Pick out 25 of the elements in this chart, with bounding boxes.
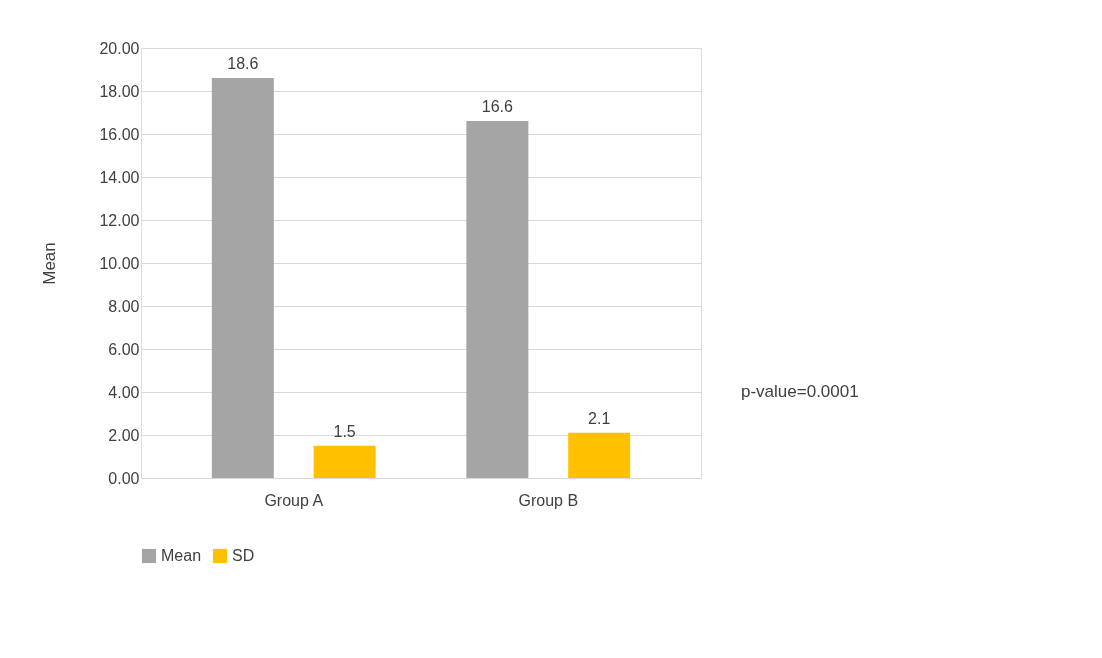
text: p-value=0.0001 — [741, 382, 859, 401]
y-tick-label: 20.00 — [99, 39, 140, 57]
legend-label: SD — [232, 547, 255, 564]
data-label: 16.6 — [481, 98, 514, 116]
data-label: 2.1 — [588, 409, 611, 427]
bar — [211, 78, 274, 478]
y-tick-label: 6.00 — [108, 340, 140, 358]
y-tick-label: 8.00 — [108, 297, 140, 315]
legend-label: Mean — [161, 547, 202, 564]
x-tick-label: Group A — [264, 491, 324, 509]
y-tick-label: 2.00 — [108, 426, 140, 444]
y-tick-label: 14.00 — [99, 168, 140, 186]
data-label: 1.5 — [333, 422, 356, 440]
y-tick-label: 4.00 — [108, 383, 140, 401]
data-label: 18.6 — [227, 55, 259, 73]
y-tick-label: 18.00 — [99, 82, 140, 100]
y-tick-label: 16.00 — [99, 125, 140, 143]
bar — [313, 445, 376, 478]
y-tick-label: 0.00 — [108, 469, 140, 487]
y-tick-label: 12.00 — [99, 211, 140, 229]
y-axis-title: Mean — [40, 242, 60, 285]
bar — [466, 121, 529, 478]
x-tick-label: Group B — [518, 491, 579, 509]
y-tick-label: 10.00 — [99, 254, 140, 272]
bar — [568, 432, 631, 478]
